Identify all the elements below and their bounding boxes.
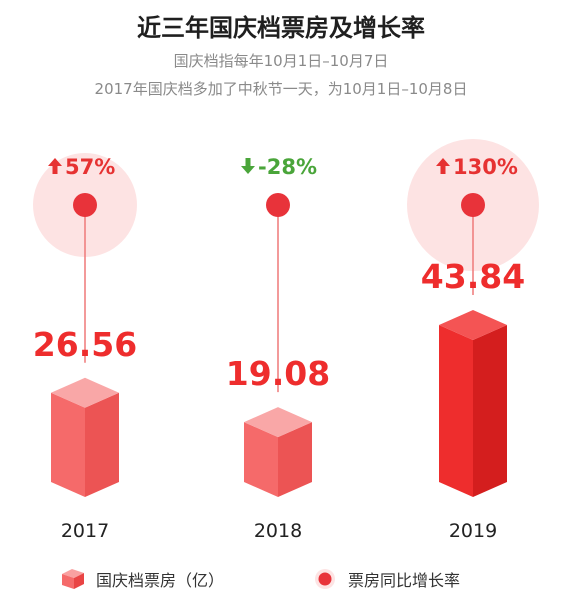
bar-right-face-2019	[473, 325, 507, 497]
value-label-2017: 26.56	[33, 325, 137, 364]
bar-right-face-2018	[278, 422, 312, 497]
chart-subtitle-line-1: 国庆档指每年10月1日–10月7日	[173, 52, 389, 70]
growth-dot-2017	[73, 193, 97, 217]
bar-left-face-2017	[51, 392, 85, 497]
bar-top-face-2018	[244, 407, 312, 438]
chart-title: 近三年国庆档票房及增长率	[137, 14, 425, 42]
bar-right-face-2017	[85, 392, 119, 497]
growth-dot-2018	[266, 193, 290, 217]
legend-growth-label: 票房同比增长率	[348, 571, 461, 590]
bar-left-face-2018	[244, 422, 278, 497]
value-label-2019: 43.84	[421, 257, 525, 296]
bar-top-face-2017	[51, 377, 119, 408]
legend-item-growth: 票房同比增长率	[312, 567, 460, 591]
growth-dot-2019	[461, 193, 485, 217]
bar-top-face-2019	[439, 310, 507, 340]
growth-label-2019: 130%	[453, 155, 518, 179]
growth-label-2018: -28%	[258, 155, 317, 179]
arrow-up-icon	[48, 158, 62, 174]
value-label-2018: 19.08	[226, 354, 330, 393]
legend-bar-icon	[62, 569, 84, 589]
growth-label-2017: 57%	[65, 155, 115, 179]
bar-left-face-2019	[439, 325, 473, 497]
legend-item-box-office: 国庆档票房（亿）	[60, 567, 224, 591]
category-label-2017: 2017	[61, 520, 109, 542]
legend-box-office-label: 国庆档票房（亿）	[96, 571, 225, 590]
legend-dot-icon	[315, 569, 335, 589]
category-label-2018: 2018	[254, 520, 302, 542]
chart-subtitle-line-2: 2017年国庆档多加了中秋节一天，为10月1日–10月8日	[94, 80, 468, 98]
arrow-down-icon	[241, 158, 255, 174]
arrow-up-icon	[436, 158, 450, 174]
category-label-2019: 2019	[449, 520, 497, 542]
